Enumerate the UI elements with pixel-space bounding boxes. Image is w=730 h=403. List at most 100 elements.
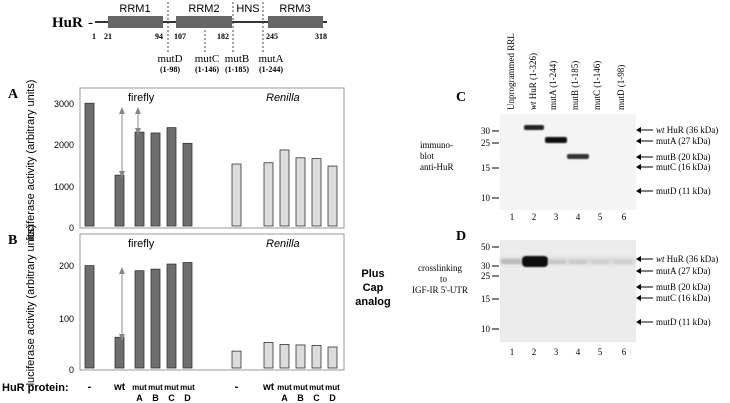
blot-membrane-d [500,240,636,342]
arrow-head-down [119,171,125,178]
lane-label-renilla-mut: mut [277,383,292,392]
background-smear-d [500,258,636,264]
bar-firefly-mutd [182,262,193,369]
lane-label-firefly-mut: mut [180,383,195,392]
arrow-head-left [636,164,641,170]
protein-name: HuR [52,15,83,31]
y-tick-label: 100 [59,314,74,324]
arrow-head-left [636,268,641,274]
arrow-head-up [119,107,125,114]
lane-headers: Unprogrammed RRL wt HuR (1-326) mutA (1-… [506,33,626,110]
arrow-head-left [636,188,641,194]
bar-firefly-mutc [166,127,177,227]
desc-line: anti-HuR [420,162,454,172]
protein-dash: - [88,15,93,31]
plus-cap-line: analog [355,296,390,308]
band-label-muta: mutA (27 kDa) [656,136,711,146]
domain-label-rrm1: RRM1 [119,3,150,15]
mw-markers-d: 50 30 25 15 10 [481,242,499,334]
mw-marker: 15 [481,163,491,173]
lane-label-firefly-mut: mut [148,383,163,392]
bar-renilla-mutc [311,158,322,227]
mutant-range-mutc: (1-146) [195,65,219,74]
lane-number: 2 [532,212,537,222]
plot-frame-a [79,87,345,229]
lane-number: 1 [510,347,515,357]
desc-line: immuno- [420,140,453,150]
lane-label-renilla-none: - [235,381,239,393]
arrow-head-left [636,295,641,301]
position-94: 94 [155,32,163,41]
desc-line: blot [420,151,435,161]
domain-rrm1 [108,16,163,28]
group-label-renilla-a: Renilla [266,92,300,104]
blot-membrane-c [500,114,636,210]
band-lane4-faint [569,260,587,264]
band-label-mutd: mutD (11 kDa) [656,317,711,327]
domain-rrm3 [268,16,323,28]
lane-label-renilla-mut: mut [293,383,308,392]
lane-header-3: mutA (1-244) [548,61,558,110]
lane-number: 3 [554,347,559,357]
panel-c-description: immuno- blot anti-HuR [420,140,454,172]
lane-label-firefly-letter: C [168,393,175,403]
bar-firefly-mutd [182,142,193,227]
hur-protein-label: HuR protein: [2,382,69,394]
lane-number: 1 [510,212,515,222]
mutant-label-mutd: mutD [157,53,182,65]
y-tick-label: 200 [59,261,74,271]
lane-number: 4 [576,347,581,357]
domain-diagram: HuR - RRM1 RRM2 HNS RRM3 1 21 94 107 182… [52,2,327,74]
bar-firefly-wt [114,174,125,227]
band-labels-c: wt HuR (36 kDa) mutA (27 kDa) mutB (20 k… [636,125,718,196]
lane-numbers-d: 1 2 3 4 5 6 [510,347,627,357]
mw-marker: 30 [481,126,491,136]
arrow-head-left [636,138,641,144]
bar-firefly-mutb [150,268,161,369]
band-lane3-faint [548,260,566,264]
band-label-mutb: mutB (20 kDa) [656,152,711,162]
position-1: 1 [92,32,96,41]
arrow-head-left [636,154,641,160]
bar-renilla-none [231,163,242,227]
band-lane2-wt [524,125,544,130]
band-lane1-faint [501,259,521,264]
y-tick-label: 0 [69,365,74,375]
lane-label-renilla-wt: wt [262,382,275,393]
lane-label-renilla-mut: mut [309,383,324,392]
bands-c [524,125,589,159]
bars-a [84,102,338,227]
bar-renilla-mutd [327,165,338,227]
bar-firefly-mutc [166,263,177,369]
y-tick-label: 0 [69,223,74,233]
panel-letter-d: D [456,229,466,244]
band-label-muta: mutA (27 kDa) [656,266,711,276]
desc-line: IGF-IR 5'-UTR [412,285,468,295]
bar-renilla-wt [263,341,274,369]
bar-firefly-mutb [150,132,161,227]
mutant-range-muta: (1-244) [259,65,283,74]
lane-label-renilla-letter: D [329,393,336,403]
y-tick-label: 2000 [54,140,74,150]
y-ticks-b: 0 100 200 [59,261,74,375]
bar-firefly-muta [134,270,145,369]
lane-number: 2 [532,347,537,357]
domain-rrm2 [176,16,232,28]
plus-cap-analog-label: Plus Cap analog [355,268,390,308]
group-label-firefly-b: firefly [128,238,155,250]
band-lane2-wt [522,256,548,267]
panel-letter-b: B [8,233,17,248]
lane-label-firefly-none: - [88,381,92,393]
band-lane4-mutb [567,154,589,159]
plot-frame-b [79,233,345,371]
panel-d-description: crosslinking to IGF-IR 5'-UTR [412,263,468,295]
arrow-head-down [135,128,141,135]
desc-line: crosslinking [418,263,462,273]
position-21: 21 [104,32,112,41]
lane-numbers-c: 1 2 3 4 5 6 [510,212,627,222]
lane-number: 3 [554,212,559,222]
desc-line: to [440,274,448,284]
lane-header-5: mutC (1-146) [592,61,602,110]
